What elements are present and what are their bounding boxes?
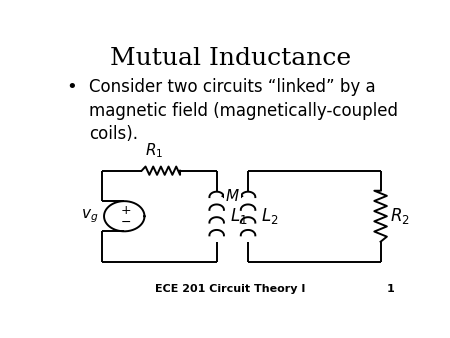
Text: $R_2$: $R_2$ <box>390 206 410 226</box>
Text: $M$: $M$ <box>225 188 240 204</box>
Text: $R_1$: $R_1$ <box>145 141 163 160</box>
Text: Consider two circuits “linked” by a
magnetic field (magnetically-coupled
coils).: Consider two circuits “linked” by a magn… <box>90 78 398 144</box>
Text: $v_g$: $v_g$ <box>81 208 99 225</box>
Text: Mutual Inductance: Mutual Inductance <box>110 47 351 70</box>
Text: 1: 1 <box>387 284 395 294</box>
Text: •: • <box>67 78 77 96</box>
Text: ECE 201 Circuit Theory I: ECE 201 Circuit Theory I <box>155 284 306 294</box>
Text: +: + <box>121 204 131 217</box>
Text: −: − <box>121 215 131 228</box>
Text: $L_2$: $L_2$ <box>261 206 279 226</box>
Text: $L_1$: $L_1$ <box>230 206 248 226</box>
